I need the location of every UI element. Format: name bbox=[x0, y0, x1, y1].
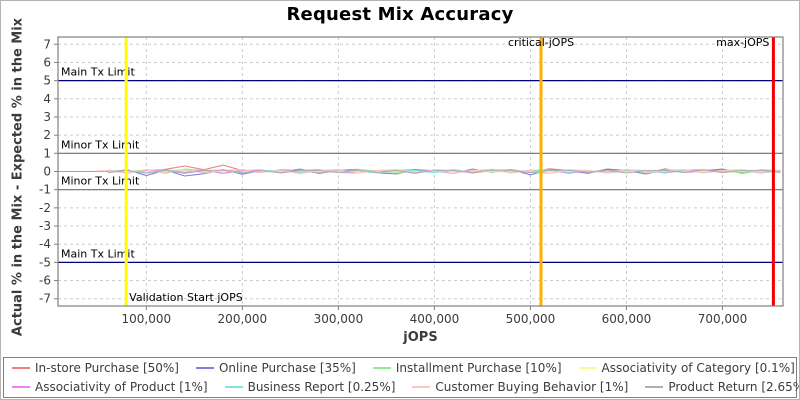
legend-swatch-icon bbox=[195, 367, 214, 369]
legend-label: Product Return [2.65%] bbox=[668, 380, 800, 394]
series-line bbox=[107, 169, 781, 174]
y-tick-label: -2 bbox=[39, 201, 51, 215]
y-tick-label: 3 bbox=[43, 110, 51, 124]
legend-item: Product Return [2.65%] bbox=[645, 380, 800, 394]
legend-label: In-store Purchase [50%] bbox=[35, 361, 179, 375]
y-tick-label: -6 bbox=[39, 274, 51, 288]
y-tick-label: 4 bbox=[43, 92, 51, 106]
x-tick-label: 200,000 bbox=[218, 312, 268, 326]
y-tick-label: 2 bbox=[43, 128, 51, 142]
y-tick-label: -1 bbox=[39, 183, 51, 197]
legend-swatch-icon bbox=[412, 386, 431, 388]
legend-swatch-icon bbox=[12, 367, 30, 369]
legend-swatch-icon bbox=[578, 367, 597, 369]
limit-line-label: Main Tx Limit bbox=[61, 66, 135, 79]
x-tick-label: 600,000 bbox=[602, 312, 652, 326]
legend-item: Associativity of Product [1%] bbox=[12, 380, 208, 394]
y-tick-label: 7 bbox=[43, 37, 51, 51]
y-tick-label: -4 bbox=[39, 237, 51, 251]
x-axis-label: jOPS bbox=[403, 330, 438, 345]
limit-line-label: Minor Tx Limit bbox=[61, 138, 140, 151]
legend-swatch-icon bbox=[372, 367, 391, 369]
y-tick-label: -5 bbox=[39, 255, 51, 269]
legend-item: Business Report [0.25%] bbox=[224, 380, 396, 394]
limit-line-label: Main Tx Limit bbox=[61, 247, 135, 260]
marker-label: Validation Start jOPS bbox=[129, 291, 243, 304]
marker-label: max-jOPS bbox=[716, 36, 769, 49]
x-tick-label: 700,000 bbox=[698, 312, 748, 326]
chart-svg: Main Tx Limit Minor Tx Limit Minor Tx Limi… bbox=[39, 36, 784, 326]
legend-label: Customer Buying Behavior [1%] bbox=[435, 380, 629, 394]
y-tick-label: 5 bbox=[43, 74, 51, 88]
x-tick-label: 300,000 bbox=[314, 312, 364, 326]
legend-label: Business Report [0.25%] bbox=[247, 380, 396, 394]
legend-item: Online Purchase [35%] bbox=[195, 361, 356, 375]
legend-row-2: Associativity of Product [1%] Business Re… bbox=[4, 379, 799, 396]
legend-row-1: In-store Purchase [50%] Online Purchase [… bbox=[4, 360, 796, 377]
y-tick-label: 6 bbox=[43, 55, 51, 69]
legend-label: Associativity of Category [0.1%] bbox=[601, 361, 795, 375]
series-line bbox=[107, 168, 781, 175]
legend-swatch-icon bbox=[224, 386, 243, 388]
limit-line-label: Minor Tx Limit bbox=[61, 175, 140, 188]
legend-item: Customer Buying Behavior [1%] bbox=[412, 380, 628, 394]
x-tick-label: 400,000 bbox=[410, 312, 460, 326]
legend-item: Associativity of Category [0.1%] bbox=[578, 361, 795, 375]
y-tick-label: 1 bbox=[43, 146, 51, 160]
legend-label: Installment Purchase [10%] bbox=[395, 361, 562, 375]
y-tick-label: -7 bbox=[39, 292, 51, 306]
x-tick-label: 500,000 bbox=[506, 312, 556, 326]
legend-item: In-store Purchase [50%] bbox=[12, 361, 179, 375]
marker-label: critical-jOPS bbox=[508, 36, 574, 49]
legend-label: Online Purchase [35%] bbox=[218, 361, 356, 375]
y-tick-label: 0 bbox=[43, 165, 51, 179]
x-tick-label: 100,000 bbox=[122, 312, 172, 326]
legend-item: Installment Purchase [10%] bbox=[372, 361, 562, 375]
chart-title: Request Mix Accuracy bbox=[286, 4, 514, 25]
legend-label: Associativity of Product [1%] bbox=[35, 380, 208, 394]
legend-swatch-icon bbox=[645, 386, 664, 388]
legend-swatch-icon bbox=[12, 386, 30, 388]
legend: In-store Purchase [50%] Online Purchase [… bbox=[3, 357, 799, 398]
y-tick-label: -3 bbox=[39, 219, 51, 233]
